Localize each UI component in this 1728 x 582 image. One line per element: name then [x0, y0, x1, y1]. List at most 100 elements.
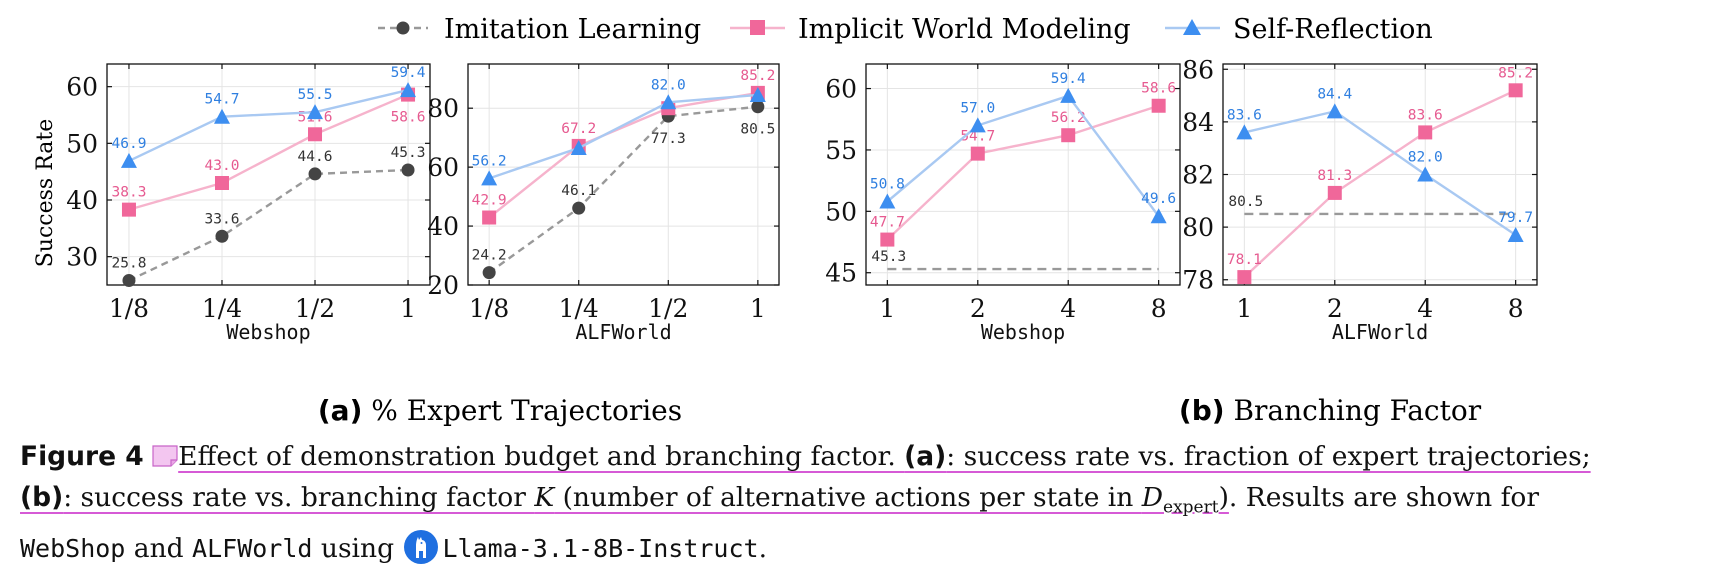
data-point [215, 229, 229, 243]
data-label: 82.0 [1408, 150, 1443, 166]
data-point [401, 163, 415, 177]
data-label: 38.3 [112, 185, 147, 201]
caption-k-symbol: K [534, 482, 555, 513]
data-label: 77.3 [651, 131, 686, 147]
data-label: 54.7 [205, 92, 240, 108]
data-point [1151, 98, 1166, 113]
data-point [307, 104, 324, 120]
figure-label: Figure 4 [20, 441, 144, 472]
series-line [488, 91, 759, 219]
x-tick-label: 8 [1508, 294, 1524, 323]
legend-imitation-marker-icon [396, 21, 410, 35]
data-label: 33.6 [205, 211, 240, 227]
legend-self-marker-icon [1183, 19, 1201, 35]
x-tick-label: 8 [1151, 294, 1167, 323]
y-tick-label: 40 [427, 212, 459, 241]
data-point [121, 202, 136, 217]
data-point [1508, 83, 1523, 98]
chart-panel-3: 1 2 4 845505560Webshop45.347.754.756.258.65… [825, 63, 1181, 344]
y-tick-label: 50 [66, 129, 98, 158]
y-tick-label: 86 [1182, 55, 1214, 84]
data-point [482, 210, 497, 225]
data-label: 56.2 [472, 153, 507, 169]
data-label: 59.4 [1051, 71, 1086, 87]
data-label: 50.8 [870, 177, 905, 193]
caption-text-3: : success rate vs. branching factor [63, 482, 535, 513]
x-tick-label: 2 [970, 294, 986, 323]
data-point [1060, 87, 1077, 103]
series-self-reflection: 83.6 84.4 82.0 79.7 [1227, 86, 1533, 243]
data-label: 24.2 [472, 248, 507, 264]
data-label: 45.3 [391, 145, 426, 161]
y-axis-label: Success Rate [33, 119, 58, 268]
x-axis-label: ALFWorld [1332, 320, 1428, 344]
caption-text-2: : success rate vs. fraction of expert tr… [946, 441, 1591, 472]
caption-using: using [312, 533, 403, 565]
data-point [751, 100, 765, 114]
data-point [570, 139, 587, 155]
data-label: 58.6 [391, 110, 426, 126]
data-point [1237, 270, 1252, 285]
y-tick-label: 80 [427, 94, 459, 123]
data-label: 85.2 [740, 68, 775, 84]
chart-panel-2: 1/8 1/4 1/2 1 20 40 60 80 ALFWorld 24.2 46.1 77.3 80… [427, 63, 780, 344]
y-tick-label: 40 [66, 186, 98, 215]
series-line [488, 93, 758, 180]
data-point [1417, 166, 1434, 182]
data-point [1326, 103, 1343, 119]
data-point [1418, 125, 1433, 140]
series-imitation-learning: 25.8 33.6 44.6 45.3 [112, 145, 426, 287]
data-point [1236, 124, 1253, 140]
plot-frame [106, 63, 431, 286]
data-label: 82.0 [651, 77, 686, 93]
data-point [660, 94, 677, 110]
caption-text-5a: ) [1218, 482, 1229, 513]
caption-and: and [125, 533, 193, 565]
data-label: 44.6 [298, 149, 333, 165]
data-point [482, 266, 496, 280]
chart-panel-1: 1/8 1/4 1/2 1 30 40 50 60 Webshop 25.8 33.6 44.6 45.… [66, 63, 431, 344]
y-tick-label: 30 [66, 243, 98, 272]
data-point [1507, 227, 1524, 243]
data-label: 80.5 [740, 122, 775, 138]
data-point [122, 273, 136, 287]
chart-panels: 1/8 1/4 1/2 1 30 40 50 60 Webshop 25.8 33.6 44.6 45.… [66, 55, 1538, 344]
x-tick-label: 4 [1417, 294, 1433, 323]
y-tick-label: 60 [825, 75, 857, 104]
x-tick-label: 1/4 [559, 294, 599, 323]
data-point [1061, 128, 1076, 143]
x-tick-label: 1/2 [295, 294, 335, 323]
caption-webshop: WebShop [20, 534, 126, 564]
data-point [120, 152, 137, 168]
series-implicit-world-modeling: 78.1 81.3 83.6 85.2 [1227, 65, 1533, 285]
chart-panel-4: 1 2 4 8 78 80 82 84 86 ALFWorld 80.5 78.1 81.3 83.6 85… [1182, 55, 1538, 344]
y-tick-label: 84 [1182, 108, 1214, 137]
subcaption-b-text: Branching Factor [1225, 394, 1482, 427]
legend-self-label: Self-Reflection [1233, 14, 1433, 45]
caption-model: Llama-3.1-8B-Instruct [442, 534, 759, 564]
caption-text-4: (number of alternative actions per state… [554, 482, 1142, 513]
baseline-imitation-label: 80.5 [1228, 194, 1263, 210]
x-tick-label: 1/8 [469, 294, 509, 323]
series-self-reflection: 50.8 57.0 59.4 49.6 [870, 71, 1176, 224]
y-tick-label: 60 [66, 73, 98, 102]
data-point [308, 167, 322, 181]
x-tick-label: 1/2 [648, 294, 688, 323]
y-tick-label: 45 [825, 259, 857, 288]
annotation-note-icon[interactable] [152, 438, 178, 467]
y-tick-label: 82 [1182, 161, 1214, 190]
caption-highlight-1[interactable]: Effect of demonstration budget and branc… [20, 441, 1591, 517]
data-label: 46.9 [112, 136, 147, 152]
plot-frame [865, 63, 1181, 286]
x-axis-label: ALFWorld [575, 320, 671, 344]
x-tick-label: 2 [1327, 294, 1343, 323]
caption-d-symbol: D [1141, 482, 1164, 513]
series-line [488, 105, 758, 274]
data-label: 81.3 [1317, 168, 1352, 184]
data-label: 83.6 [1408, 107, 1443, 123]
y-tick-label: 80 [1182, 213, 1214, 242]
data-label: 47.7 [870, 215, 905, 231]
data-point [572, 201, 586, 215]
subcaption-a-text: % Expert Trajectories [362, 394, 682, 427]
y-tick-label: 60 [427, 153, 459, 182]
